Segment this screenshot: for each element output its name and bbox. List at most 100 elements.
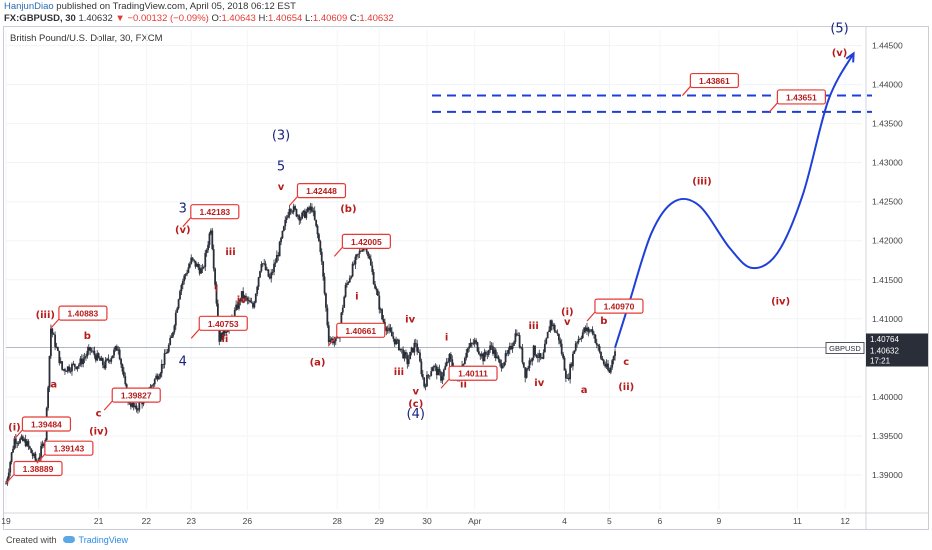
callout-box — [336, 322, 386, 338]
callout-text: 1.40970 — [604, 302, 635, 312]
author-name[interactable]: HanjunDiao — [4, 1, 54, 12]
candle-body — [162, 364, 165, 365]
candle-body — [357, 253, 360, 255]
candle-body — [574, 343, 577, 351]
candle-body — [563, 357, 566, 371]
candle-body — [500, 363, 503, 369]
callout-box — [111, 387, 161, 403]
candle-body — [55, 346, 58, 348]
candles — [5, 202, 616, 486]
candle-body — [158, 376, 160, 380]
candle-body — [382, 319, 385, 323]
callout-box — [341, 233, 391, 249]
y-tick-label: 1.43500 — [872, 119, 903, 129]
candle-body — [221, 332, 224, 339]
candle-body — [106, 358, 108, 360]
candle-body — [420, 361, 423, 375]
candle-body — [87, 347, 90, 351]
candle-body — [497, 356, 500, 360]
callout-text: 1.42183 — [199, 207, 230, 217]
candle-body — [437, 368, 440, 376]
wave-label: (a) — [310, 358, 326, 369]
wave-label: i — [445, 333, 448, 344]
chart-header: HanjunDiao published on TradingView.com,… — [0, 0, 932, 26]
candle-body — [132, 402, 135, 408]
wave-label: (v) — [832, 48, 848, 59]
candle-body — [215, 284, 218, 304]
candle-body — [524, 367, 527, 378]
candle-body — [409, 351, 412, 360]
candle-body — [75, 366, 78, 369]
candle-body — [38, 456, 41, 462]
candle-body — [451, 359, 454, 367]
candle-body — [334, 337, 337, 342]
forecast-arrowhead — [845, 51, 855, 63]
candle-body — [17, 443, 20, 444]
candle-body — [183, 275, 186, 282]
candle-body — [219, 332, 222, 342]
callout-pointer — [13, 429, 23, 440]
candle-body — [200, 268, 202, 274]
candle-body — [573, 350, 576, 354]
candle-body — [285, 217, 288, 220]
callout-box — [448, 365, 498, 381]
close-label: C: — [349, 13, 360, 24]
wave-label: v — [564, 317, 571, 328]
candle-body — [602, 360, 605, 365]
candle-body — [405, 352, 407, 356]
candle-body — [209, 230, 212, 234]
candle-body — [612, 356, 615, 361]
candle-body — [442, 369, 445, 377]
candle-body — [26, 441, 28, 447]
candle-body — [396, 339, 399, 341]
candle-body — [449, 353, 452, 360]
candle-body — [79, 358, 82, 365]
candle-body — [166, 351, 169, 354]
candle-body — [14, 438, 17, 444]
candle-body — [202, 266, 205, 268]
chart-panel[interactable] — [3, 26, 929, 530]
candle-body — [614, 351, 616, 357]
candle-body — [423, 377, 426, 387]
candle-body — [395, 339, 398, 345]
candle-body — [289, 209, 292, 212]
wave-label: iii — [528, 321, 538, 332]
candle-body — [20, 436, 23, 439]
symbol-label[interactable]: FX:GBPUSD, 30 — [4, 13, 76, 24]
candle-body — [306, 207, 309, 212]
candle-body — [372, 272, 375, 285]
x-tick-label: 9 — [716, 516, 721, 526]
x-tick-label: Apr — [468, 516, 481, 526]
wave-label: c — [623, 357, 629, 368]
callout-box — [190, 204, 240, 220]
candle-body — [479, 354, 482, 357]
callout-box — [689, 72, 739, 89]
candle-body — [212, 249, 215, 269]
candle-body — [80, 358, 83, 365]
callout-text: 1.40753 — [208, 319, 239, 329]
y-axis[interactable]: 1.44500 1.44000 1.43500 1.43000 1.42500 1.420… — [865, 27, 903, 529]
candle-body — [419, 352, 421, 362]
candle-body — [62, 369, 65, 370]
callout-pointer — [103, 400, 113, 411]
candle-body — [579, 338, 581, 340]
x-axis[interactable]: 19 21 22 23 26 28 29 30 Apr 4 5 6 9 11 12 — [1, 512, 928, 526]
candle-body — [296, 215, 299, 217]
candle-body — [254, 293, 257, 303]
candle-body — [473, 340, 476, 344]
candle-body — [393, 338, 396, 345]
candle-body — [85, 356, 87, 358]
wave-label: a — [581, 385, 588, 396]
candle-body — [250, 302, 253, 304]
wave-label: (iv) — [771, 297, 790, 308]
candle-body — [435, 366, 438, 376]
candle-body — [253, 302, 256, 308]
candle-body — [566, 377, 569, 379]
candle-body — [434, 365, 437, 367]
candle-body — [515, 333, 518, 335]
candle-body — [58, 350, 61, 364]
candle-body — [194, 260, 197, 267]
candle-body — [121, 364, 124, 372]
tradingview-brand[interactable]: TradingView — [78, 535, 129, 545]
